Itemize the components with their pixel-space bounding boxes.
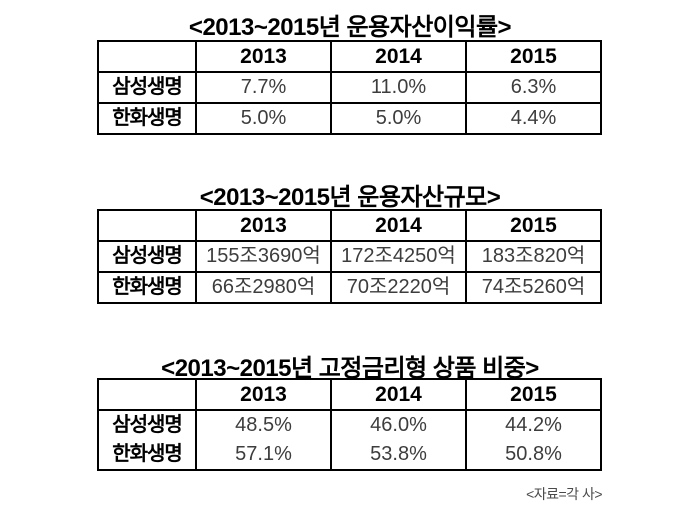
value-cell: 7.7%	[195, 71, 332, 104]
row-label-hanwha: 한화생명	[97, 440, 197, 471]
row-label-hanwha: 한화생명	[97, 102, 197, 135]
value-cell: 53.8%	[330, 440, 467, 471]
year-header-2014: 2014	[330, 209, 467, 242]
table-row-samsung: 삼성생명 7.7% 11.0% 6.3%	[97, 71, 602, 104]
value-cell: 48.5%	[195, 409, 332, 440]
year-header-2013: 2013	[195, 40, 332, 73]
year-header-2013: 2013	[195, 378, 332, 411]
year-header-2014: 2014	[330, 378, 467, 411]
row-label-hanwha: 한화생명	[97, 271, 197, 304]
year-header-2014: 2014	[330, 40, 467, 73]
table-title-fixed-rate-share: <2013~2015년 고정금리형 상품 비중>	[161, 355, 539, 382]
table-title-asset-size: <2013~2015년 운용자산규모>	[199, 184, 501, 211]
header-row: 2013 2014 2015	[97, 209, 602, 242]
year-header-2015: 2015	[465, 40, 602, 73]
value-cell: 5.0%	[330, 102, 467, 135]
corner-cell	[97, 209, 197, 242]
value-cell: 183조820억	[465, 240, 602, 273]
corner-cell	[97, 378, 197, 411]
table-title-asset-return: <2013~2015년 운용자산이익률>	[188, 14, 512, 41]
year-header-2015: 2015	[465, 378, 602, 411]
value-cell: 46.0%	[330, 409, 467, 440]
table-asset-return: 2013 2014 2015 삼성생명 7.7% 11.0% 6.3% 한화생명…	[97, 40, 602, 135]
value-cell: 5.0%	[195, 102, 332, 135]
table-row-samsung: 삼성생명 48.5% 46.0% 44.2%	[97, 409, 602, 440]
year-header-2015: 2015	[465, 209, 602, 242]
value-cell: 155조3690억	[195, 240, 332, 273]
value-cell: 4.4%	[465, 102, 602, 135]
table-row-hanwha: 한화생명 5.0% 5.0% 4.4%	[97, 102, 602, 135]
table-row-samsung: 삼성생명 155조3690억 172조4250억 183조820억	[97, 240, 602, 273]
year-header-2013: 2013	[195, 209, 332, 242]
row-label-samsung: 삼성생명	[97, 71, 197, 104]
value-cell: 172조4250억	[330, 240, 467, 273]
value-cell: 11.0%	[330, 71, 467, 104]
source-note: <자료=각 사>	[526, 486, 602, 502]
corner-cell	[97, 40, 197, 73]
value-cell: 74조5260억	[465, 271, 602, 304]
value-cell: 66조2980억	[195, 271, 332, 304]
row-label-samsung: 삼성생명	[97, 409, 197, 440]
value-cell: 70조2220억	[330, 271, 467, 304]
value-cell: 44.2%	[465, 409, 602, 440]
value-cell: 57.1%	[195, 440, 332, 471]
header-row: 2013 2014 2015	[97, 40, 602, 73]
table-fixed-rate-share: 2013 2014 2015 삼성생명 48.5% 46.0% 44.2% 한화…	[97, 378, 602, 471]
value-cell: 6.3%	[465, 71, 602, 104]
table-row-hanwha: 한화생명 66조2980억 70조2220억 74조5260억	[97, 271, 602, 304]
table-asset-size: 2013 2014 2015 삼성생명 155조3690억 172조4250억 …	[97, 209, 602, 304]
table-row-hanwha: 한화생명 57.1% 53.8% 50.8%	[97, 440, 602, 471]
header-row: 2013 2014 2015	[97, 378, 602, 411]
value-cell: 50.8%	[465, 440, 602, 471]
row-label-samsung: 삼성생명	[97, 240, 197, 273]
